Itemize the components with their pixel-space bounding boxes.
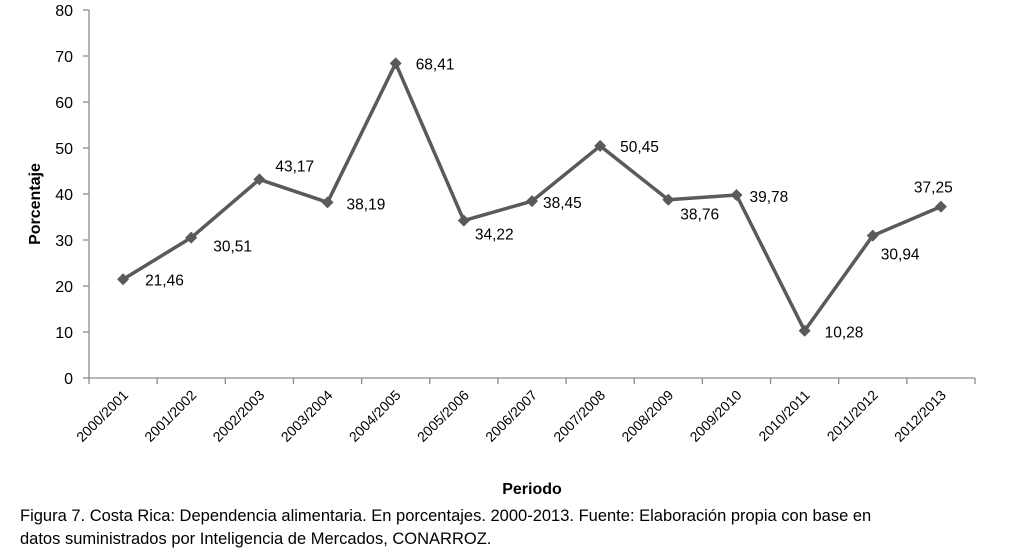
x-tick-label: 2011/2012	[824, 387, 882, 445]
y-tick-label: 80	[55, 3, 73, 20]
data-point-marker	[934, 200, 947, 213]
x-axis-title: Periodo	[502, 481, 562, 498]
x-tick-label: 2004/2005	[346, 387, 404, 445]
data-point-marker	[730, 189, 743, 202]
x-tick-label: 2007/2008	[550, 387, 608, 445]
y-tick-label: 40	[55, 187, 73, 204]
x-tick-label: 2006/2007	[482, 387, 540, 445]
data-label: 43,17	[275, 158, 314, 175]
data-point-marker	[457, 214, 470, 227]
data-point-marker	[253, 173, 266, 186]
y-tick-label: 30	[55, 233, 73, 250]
x-tick-label: 2009/2010	[686, 387, 744, 445]
x-tick-label: 2012/2013	[891, 387, 949, 445]
y-axis-title: Porcentaje	[27, 163, 44, 245]
y-tick-label: 20	[55, 279, 73, 296]
data-label: 30,94	[881, 247, 920, 264]
y-tick-label: 60	[55, 95, 73, 112]
x-tick-label: 2010/2011	[755, 387, 813, 445]
caption-line-1: Figura 7. Costa Rica: Dependencia alimen…	[20, 507, 872, 525]
data-label: 34,22	[475, 227, 514, 244]
data-point-marker	[389, 57, 402, 70]
data-label: 30,51	[213, 239, 252, 256]
data-point-marker	[662, 193, 675, 206]
y-tick-label: 10	[55, 325, 73, 342]
x-tick-label: 2002/2003	[209, 387, 267, 445]
data-label: 50,45	[620, 139, 659, 156]
data-point-marker	[117, 273, 130, 286]
data-point-marker	[185, 231, 198, 244]
data-point-marker	[321, 196, 334, 209]
data-point-marker	[594, 139, 607, 152]
figure-caption: Figura 7. Costa Rica: Dependencia alimen…	[20, 505, 1020, 551]
x-tick-label: 2001/2002	[141, 387, 199, 445]
x-tick-label: 2003/2004	[278, 387, 336, 445]
x-tick-label: 2000/2001	[73, 387, 131, 445]
x-tick-label: 2008/2009	[618, 387, 676, 445]
data-label: 21,46	[145, 272, 184, 289]
line-chart: 0 10 20 30 40 50 60 70 80 2000/2001 2001/2002 2002/…	[27, 3, 976, 498]
y-tick-label: 50	[55, 141, 73, 158]
data-point-marker	[866, 229, 879, 242]
data-point-marker	[526, 195, 538, 208]
data-label: 39,78	[749, 189, 788, 206]
data-label: 38,45	[543, 195, 582, 212]
y-tick-label: 0	[64, 371, 73, 388]
data-label: 38,19	[347, 196, 386, 213]
data-label: 10,28	[825, 325, 864, 342]
caption-line-2: datos suministrados por Inteligencia de …	[20, 530, 492, 548]
data-label: 68,41	[416, 56, 455, 73]
y-tick-label: 70	[55, 49, 73, 66]
data-label: 37,25	[914, 180, 953, 197]
data-point-marker	[798, 324, 811, 337]
x-tick-label: 2005/2006	[414, 387, 472, 445]
data-label: 38,76	[680, 207, 719, 224]
